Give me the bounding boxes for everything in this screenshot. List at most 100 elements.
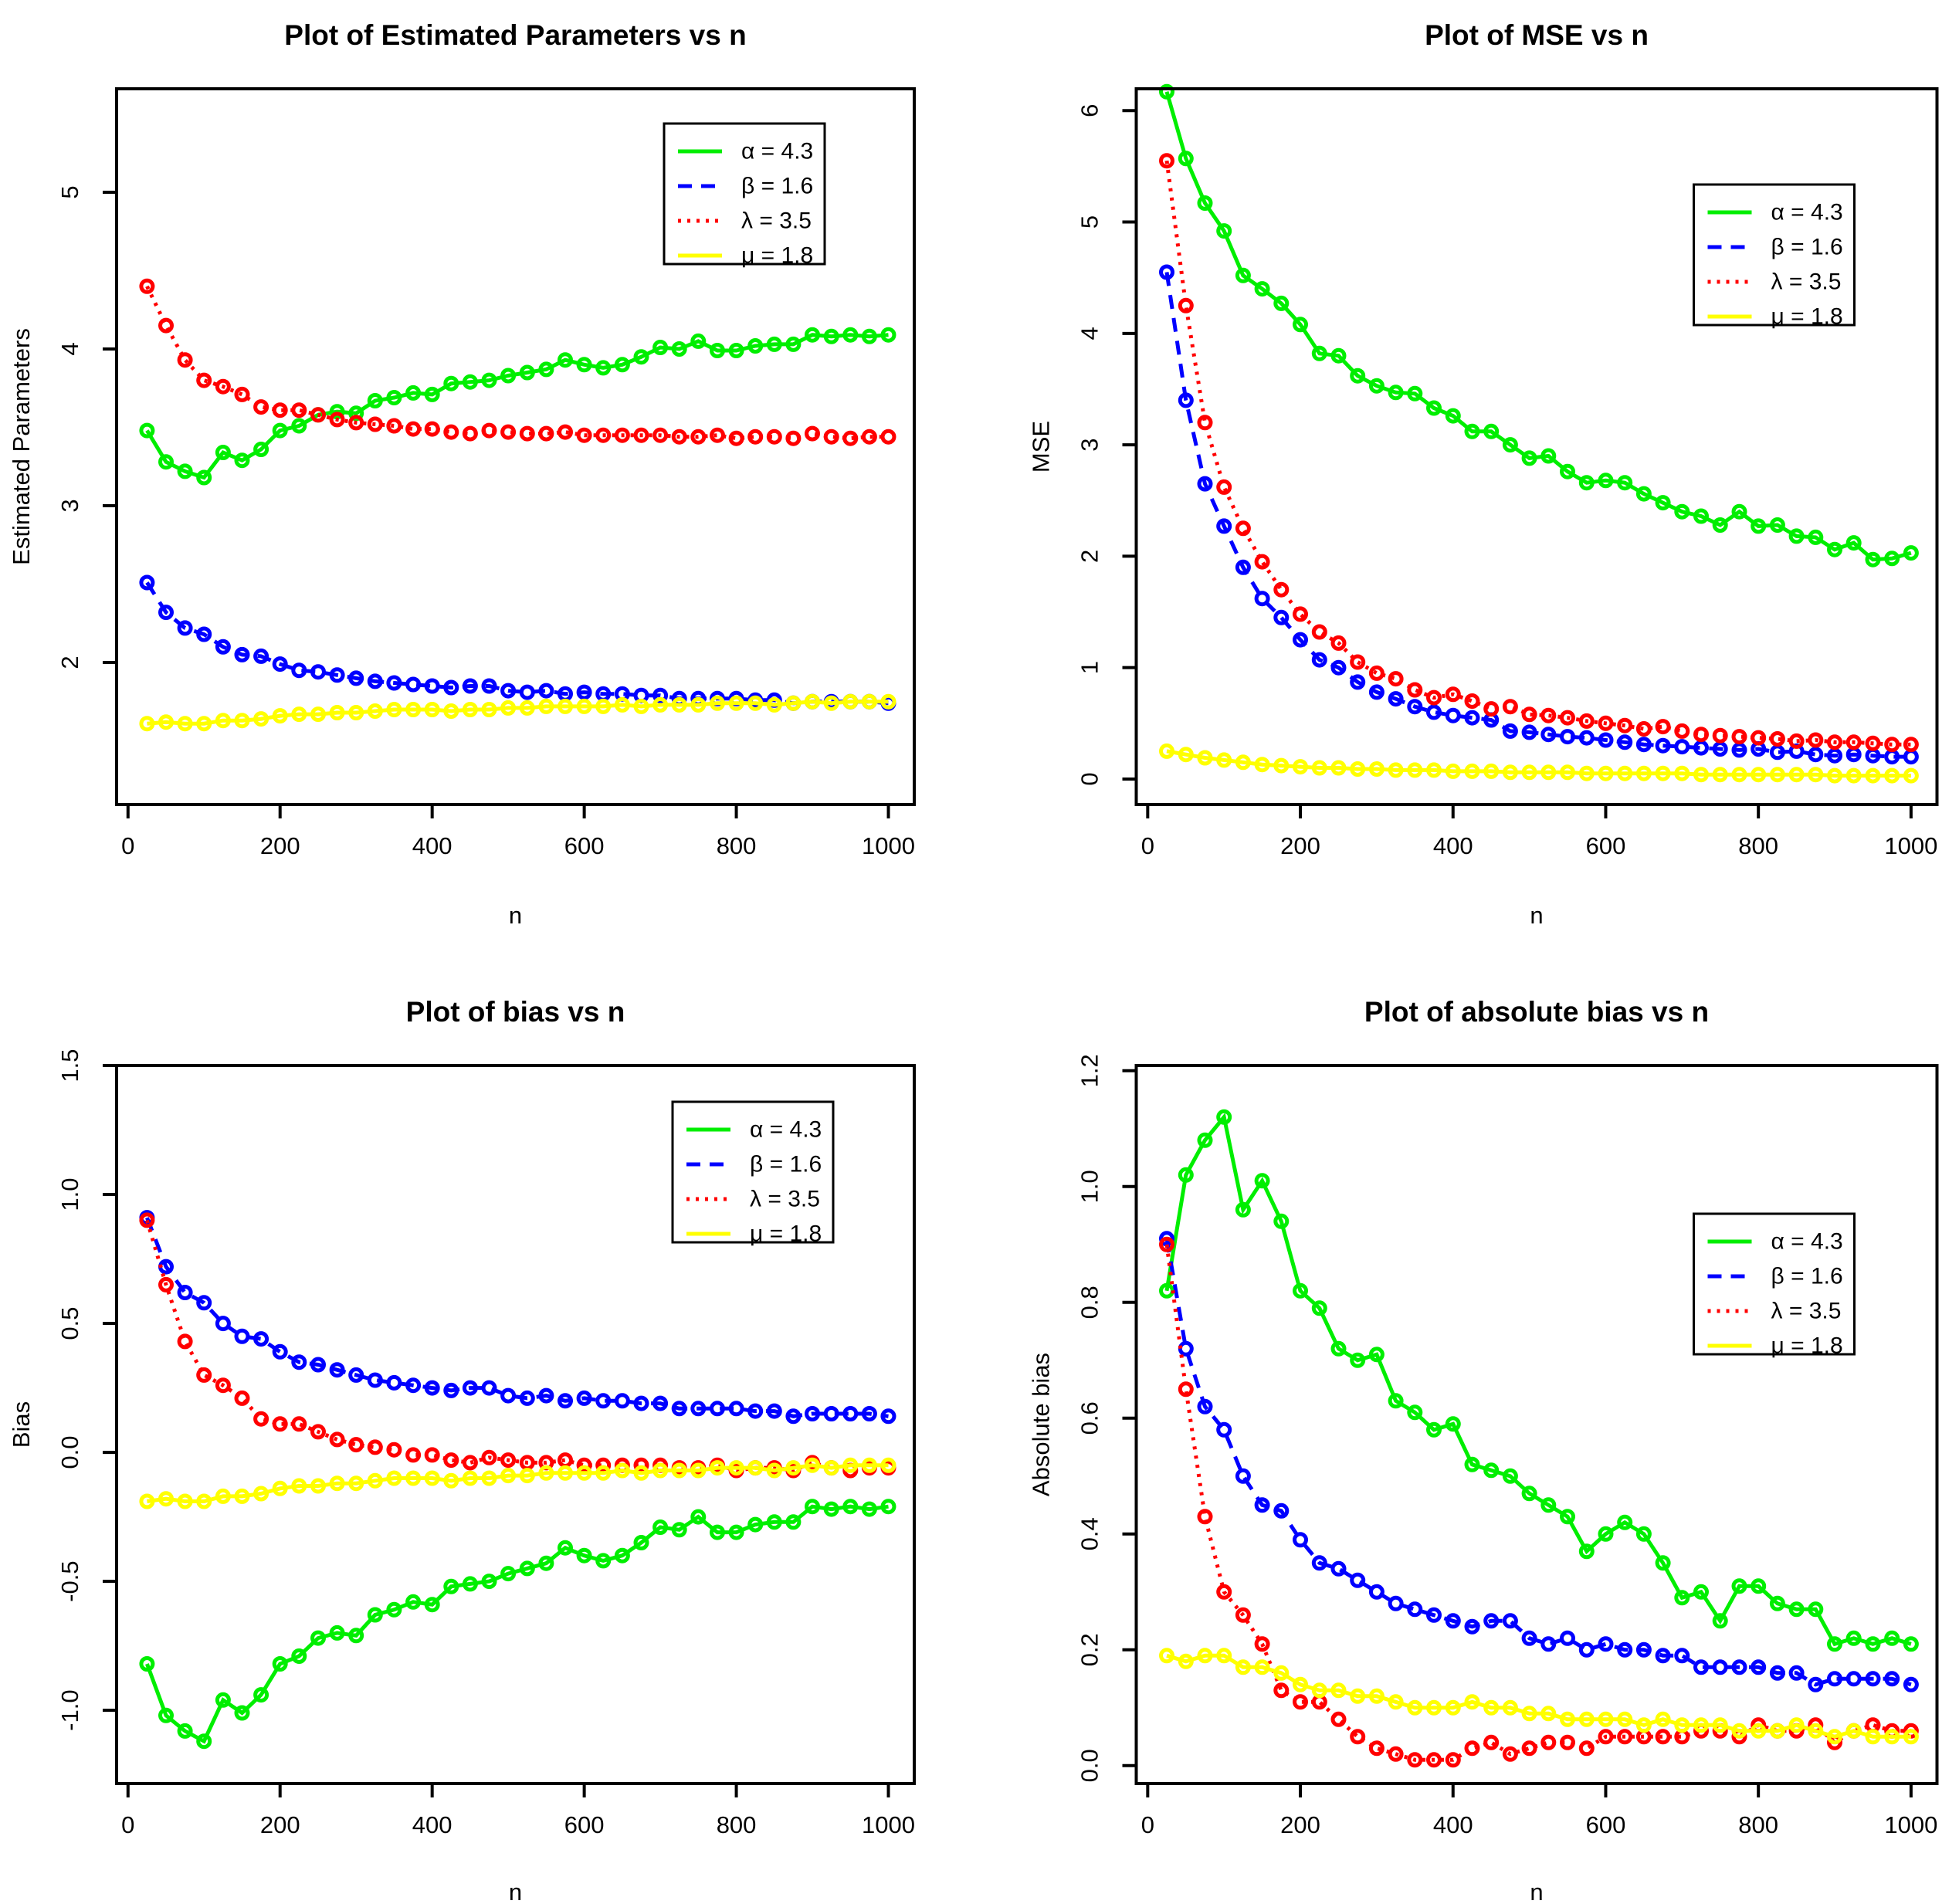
data-point-alpha (1598, 473, 1614, 489)
data-point-lambda (690, 429, 707, 445)
data-point-lambda (158, 317, 174, 334)
data-point-lambda (177, 1333, 193, 1350)
data-point-mu (215, 1488, 231, 1504)
data-point-lambda (443, 1452, 459, 1469)
data-point-alpha (1655, 495, 1671, 511)
data-point-mu (1293, 1676, 1308, 1692)
data-point-mu (1693, 1717, 1709, 1733)
data-point-beta (1216, 1421, 1232, 1438)
data-point-lambda (386, 1442, 402, 1458)
x-tick-label: 1000 (862, 832, 915, 859)
data-point-mu (367, 1472, 383, 1489)
y-tick-label: 0.0 (1076, 1749, 1103, 1782)
data-point-alpha (1884, 551, 1900, 567)
data-point-alpha (1674, 503, 1690, 520)
data-point-alpha (710, 343, 725, 358)
data-point-beta (1884, 1671, 1900, 1687)
data-point-mu (728, 1460, 744, 1476)
legend: α = 4.3 β = 1.6 λ = 3.5 μ = 1.8 (663, 122, 826, 269)
data-point-beta (1635, 737, 1652, 753)
data-point-lambda (1635, 721, 1652, 737)
data-point-alpha (1578, 475, 1595, 491)
x-tick-label: 800 (1738, 832, 1778, 859)
data-point-mu (1827, 1729, 1842, 1745)
data-point-mu (500, 1468, 517, 1484)
data-point-lambda (1521, 706, 1537, 723)
data-point-lambda (1884, 737, 1900, 753)
data-point-lambda (139, 1212, 155, 1228)
data-point-alpha (1178, 151, 1194, 167)
data-point-beta (1293, 1532, 1308, 1548)
data-point-mu (1254, 1659, 1270, 1675)
data-point-lambda (1464, 1740, 1480, 1757)
y-tick-label: 0.0 (56, 1436, 83, 1469)
data-point-mu (805, 1457, 820, 1473)
data-point-beta (538, 683, 554, 699)
data-point-beta (367, 1372, 383, 1388)
data-point-lambda (1788, 733, 1805, 749)
data-point-lambda (1827, 734, 1842, 750)
data-point-alpha (1578, 1543, 1595, 1560)
data-point-lambda (481, 422, 497, 439)
data-point-alpha (690, 1509, 707, 1525)
data-point-lambda (196, 372, 212, 388)
legend: α = 4.3 β = 1.6 λ = 3.5 μ = 1.8 (1693, 1212, 1856, 1359)
data-point-mu (690, 696, 707, 713)
data-point-lambda (805, 425, 820, 442)
data-point-alpha (710, 1524, 725, 1540)
legend-label-alpha: α = 4.3 (1771, 200, 1843, 225)
series-line-mu (1166, 1653, 1911, 1739)
data-point-alpha (1788, 528, 1805, 544)
series-lambda (139, 1212, 896, 1479)
data-point-alpha (1293, 317, 1308, 333)
data-point-alpha (1731, 503, 1747, 520)
y-tick-label: 5 (1076, 215, 1103, 229)
data-point-mu (1445, 1699, 1461, 1716)
data-point-mu (177, 716, 193, 732)
data-point-mu (538, 1465, 554, 1481)
data-point-beta (1273, 1503, 1290, 1519)
data-point-beta (576, 684, 592, 700)
data-point-lambda (1216, 1584, 1232, 1600)
data-point-alpha (1368, 1347, 1385, 1363)
data-point-lambda (1445, 686, 1461, 703)
data-point-alpha (329, 404, 345, 420)
data-point-alpha (1731, 1578, 1747, 1594)
data-point-lambda (348, 415, 364, 431)
series-line-lambda (145, 285, 889, 441)
data-point-mu (1674, 765, 1690, 781)
data-point-alpha (538, 1555, 554, 1571)
data-point-mu (595, 1465, 612, 1481)
data-point-alpha (823, 328, 839, 344)
data-point-beta (1884, 749, 1900, 765)
data-point-lambda (1617, 1729, 1633, 1745)
series-beta (139, 1210, 896, 1425)
legend-label-alpha: α = 4.3 (750, 1117, 822, 1143)
data-point-lambda (1445, 1752, 1461, 1768)
x-tick-label: 1000 (862, 1811, 915, 1838)
data-point-alpha (177, 463, 193, 479)
data-point-lambda (1483, 1734, 1500, 1750)
data-point-alpha (1464, 1456, 1480, 1472)
data-point-mu (462, 1470, 478, 1486)
data-point-alpha (462, 374, 478, 390)
data-point-mu (710, 695, 725, 711)
data-point-mu (1769, 1723, 1785, 1739)
x-tick-label: 600 (564, 1811, 605, 1838)
data-point-mu (196, 1493, 212, 1509)
data-point-mu (880, 1457, 896, 1473)
data-point-lambda (405, 1447, 422, 1463)
data-point-mu (558, 1465, 573, 1481)
data-point-mu (272, 1480, 288, 1496)
data-point-mu (1865, 1729, 1881, 1745)
data-point-mu (348, 1475, 364, 1492)
data-point-mu (671, 696, 687, 713)
data-point-alpha (1407, 385, 1423, 401)
x-tick-label: 800 (1738, 1811, 1778, 1838)
data-point-mu (1407, 762, 1423, 778)
data-point-mu (1350, 761, 1366, 777)
data-point-lambda (1521, 1740, 1537, 1757)
data-point-mu (747, 1460, 764, 1476)
data-point-lambda (1330, 635, 1347, 651)
data-point-lambda (1578, 1740, 1595, 1757)
